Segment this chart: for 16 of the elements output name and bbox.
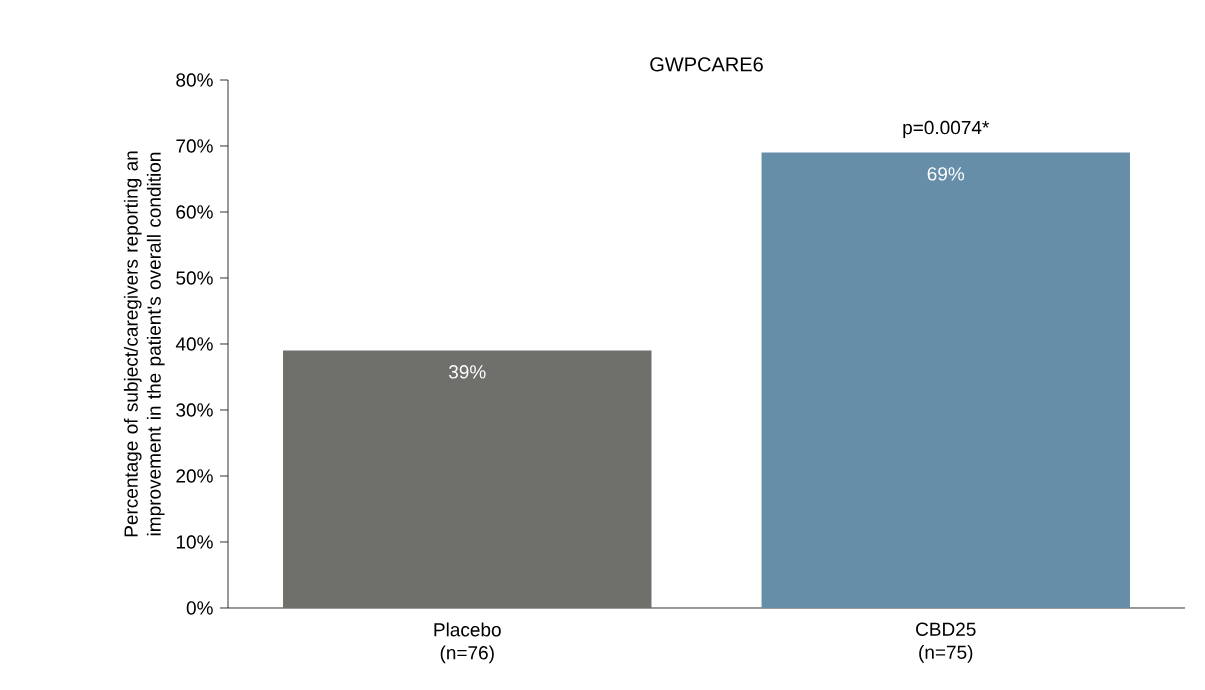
y-tick-label: 60%: [176, 205, 213, 219]
data-label: 39%: [448, 365, 486, 379]
y-tick-label: 30%: [176, 403, 213, 417]
y-axis-title: Percentage of subject/caregivers reporting an improvement in the patient's overall condition: [123, 151, 165, 537]
y-tick-label: 0%: [186, 601, 213, 615]
y-tick-label: 50%: [176, 271, 213, 285]
annotation: p=0.0074*: [903, 120, 990, 139]
x-tick-label: CBD25 (n=75): [916, 622, 976, 663]
chart-title: GWPCARE6: [650, 57, 763, 72]
y-tick-label: 40%: [175, 337, 213, 351]
y-tick-label: 10%: [176, 535, 213, 549]
data-label: 69%: [927, 167, 965, 181]
y-tick-label: 70%: [176, 139, 213, 153]
x-tick-label: Placebo (n=76): [434, 622, 501, 664]
y-tick-label: 80%: [176, 73, 213, 87]
y-tick-label: 20%: [176, 469, 213, 483]
